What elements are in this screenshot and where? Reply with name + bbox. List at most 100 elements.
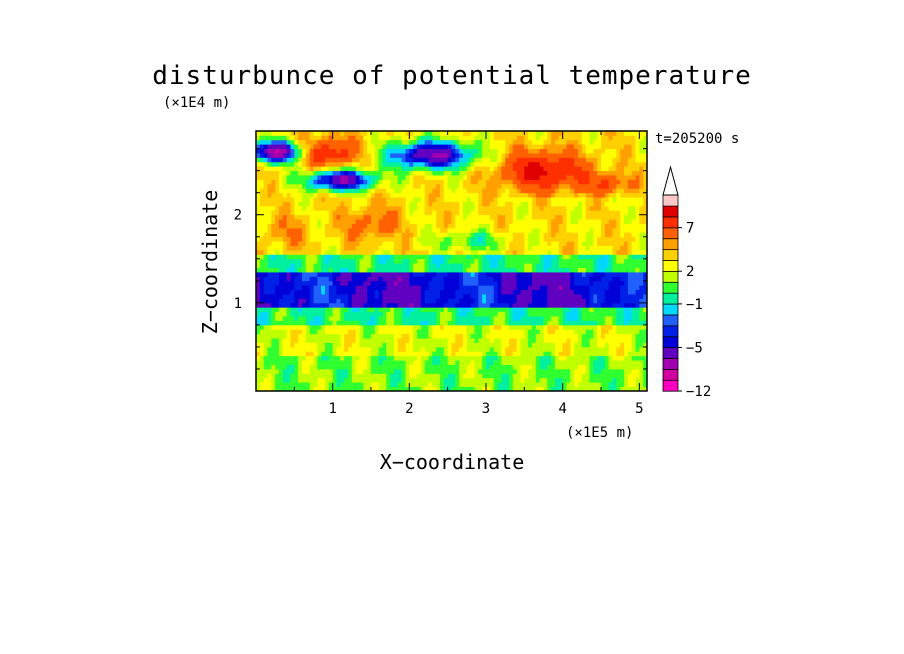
field-cell: [524, 364, 529, 370]
field-cell: [290, 294, 295, 299]
field-cell: [413, 368, 418, 374]
field-cell: [256, 148, 261, 154]
field-cell: [512, 272, 518, 277]
field-cell: [516, 311, 521, 317]
field-cell: [489, 355, 495, 361]
field-cell: [493, 320, 498, 326]
field-cell: [440, 227, 445, 233]
field-cell: [313, 355, 318, 361]
field-cell: [451, 254, 456, 260]
field-cell: [294, 316, 299, 321]
field-cell: [290, 280, 295, 286]
field-cell: [298, 183, 303, 189]
field-cell: [539, 236, 544, 242]
field-cell: [474, 219, 479, 224]
field-cell: [539, 131, 544, 136]
field-cell: [555, 272, 560, 277]
field-cell: [363, 210, 368, 216]
field-cell: [489, 232, 495, 238]
field-cell: [290, 364, 295, 370]
field-cell: [543, 249, 548, 255]
field-cell: [359, 223, 364, 229]
field-cell: [528, 161, 533, 167]
field-cell: [447, 139, 452, 145]
field-cell: [428, 131, 433, 136]
field-cell: [390, 236, 395, 242]
field-cell: [478, 276, 483, 282]
field-cell: [332, 258, 337, 264]
field-cell: [516, 192, 521, 198]
field-cell: [474, 320, 479, 326]
field-cell: [294, 346, 299, 352]
field-cell: [482, 161, 487, 167]
field-cell: [555, 263, 560, 269]
field-cell: [263, 276, 268, 282]
field-cell: [344, 219, 349, 224]
field-cell: [359, 272, 364, 277]
field-cell: [420, 302, 426, 308]
field-cell: [275, 368, 280, 374]
field-cell: [486, 302, 491, 308]
field-cell: [512, 139, 518, 145]
field-cell: [463, 276, 468, 282]
field-cell: [524, 285, 529, 291]
field-cell: [417, 360, 422, 365]
field-cell: [432, 144, 437, 150]
field-cell: [279, 258, 284, 264]
field-cell: [574, 386, 579, 392]
field-cell: [482, 258, 487, 264]
field-cell: [574, 258, 579, 264]
field-cell: [275, 351, 280, 357]
field-cell: [394, 386, 399, 392]
field-cell: [290, 223, 295, 229]
field-cell: [313, 205, 318, 211]
field-cell: [344, 135, 349, 141]
field-cell: [478, 192, 483, 198]
field-cell: [520, 227, 525, 233]
field-cell: [558, 355, 564, 361]
field-cell: [520, 338, 525, 343]
field-cell: [543, 329, 548, 335]
field-cell: [424, 368, 429, 374]
field-cell: [424, 355, 429, 361]
field-cell: [363, 302, 368, 308]
field-cell: [355, 355, 360, 361]
field-cell: [574, 192, 579, 198]
field-cell: [516, 272, 521, 277]
field-cell: [532, 249, 537, 255]
field-cell: [424, 263, 429, 269]
field-cell: [520, 294, 525, 299]
field-cell: [355, 307, 360, 313]
field-cell: [359, 179, 364, 185]
field-cell: [432, 311, 437, 317]
field-cell: [482, 153, 487, 158]
field-cell: [256, 276, 261, 282]
field-cell: [298, 139, 303, 145]
field-cell: [397, 373, 403, 379]
field-cell: [279, 263, 284, 269]
field-cell: [363, 368, 368, 374]
field-cell: [512, 373, 518, 379]
field-cell: [332, 280, 337, 286]
field-cell: [509, 382, 514, 387]
field-cell: [336, 267, 341, 273]
field-cell: [466, 201, 472, 207]
field-cell: [432, 135, 437, 141]
field-cell: [512, 197, 518, 202]
field-cell: [302, 144, 307, 150]
field-cell: [578, 241, 583, 246]
field-cell: [290, 161, 295, 167]
field-cell: [328, 324, 334, 330]
field-cell: [294, 227, 299, 233]
field-cell: [578, 311, 583, 317]
field-cell: [489, 316, 495, 321]
field-cell: [348, 192, 353, 198]
field-cell: [558, 267, 564, 273]
field-cell: [302, 302, 307, 308]
field-cell: [267, 161, 272, 167]
field-cell: [570, 263, 575, 269]
field-cell: [555, 298, 560, 304]
field-cell: [267, 276, 272, 282]
field-cell: [325, 166, 330, 172]
field-cell: [558, 346, 564, 352]
